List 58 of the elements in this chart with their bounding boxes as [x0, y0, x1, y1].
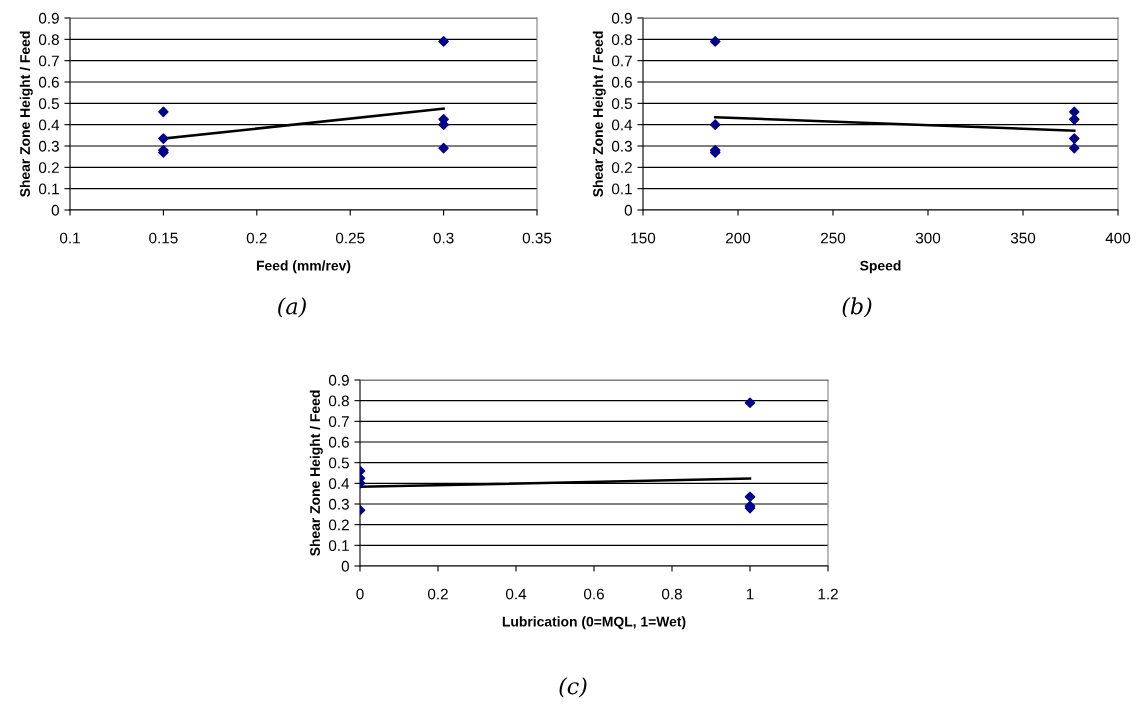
y-tick-label: 0.3: [328, 498, 349, 510]
text: (c): [559, 677, 587, 698]
y-tick-label: 0.6: [38, 76, 59, 88]
x-tick-label: 0.6: [583, 588, 604, 600]
y-tick-label: 0.2: [611, 162, 632, 174]
y-tick-label: 0.8: [611, 34, 632, 46]
y-tick-label: 0.1: [611, 183, 632, 195]
x-axis-title: Lubrication (0=MQL, 1=Wet): [502, 616, 686, 630]
x-tick-label: 250: [821, 232, 846, 244]
x-tick-label: 1: [746, 588, 754, 600]
x-tick-label: 0.35: [522, 232, 552, 244]
x-tick-label: 300: [915, 232, 941, 244]
y-axis-title: Shear Zone Height / Feed: [19, 31, 33, 197]
x-tick-label: 0: [356, 588, 364, 600]
y-tick-label: 0: [341, 560, 349, 572]
text: (a): [278, 297, 306, 318]
x-tick-label: 0.4: [505, 588, 527, 600]
y-tick-label: 0.5: [611, 98, 632, 110]
y-tick-label: 0.4: [328, 478, 350, 490]
y-tick-label: 0.8: [328, 395, 349, 407]
y-tick-label: 0.6: [328, 436, 349, 448]
y-tick-label: 0.2: [328, 519, 349, 531]
x-tick-label: 1.2: [818, 588, 838, 600]
y-tick-label: 0.8: [38, 34, 59, 46]
y-tick-label: 0.4: [611, 119, 633, 131]
y-tick-label: 0.5: [328, 457, 349, 469]
y-tick-label: 0.7: [611, 55, 632, 67]
y-tick-label: 0.9: [611, 12, 632, 24]
x-tick-label: 0.3: [433, 232, 454, 244]
y-tick-label: 0.4: [38, 119, 60, 131]
y-tick-label: 0: [624, 204, 632, 216]
y-tick-label: 0.3: [38, 140, 59, 152]
y-tick-label: 0.2: [38, 162, 59, 174]
y-tick-label: 0.3: [611, 140, 632, 152]
x-tick-label: 0.8: [661, 588, 682, 600]
y-tick-label: 0.6: [611, 76, 632, 88]
y-tick-label: 0.9: [328, 374, 349, 386]
y-tick-label: 0: [51, 204, 59, 216]
x-tick-label: 350: [1010, 232, 1036, 244]
x-axis-title: Speed: [860, 260, 901, 274]
x-tick-label: 0.1: [59, 232, 80, 244]
y-tick-label: 0.7: [38, 55, 59, 67]
x-tick-label: 400: [1105, 232, 1131, 244]
y-tick-label: 0.5: [38, 98, 59, 110]
y-tick-label: 0.1: [38, 183, 59, 195]
y-axis-title: Shear Zone Height / Feed: [592, 31, 606, 197]
y-tick-label: 0.1: [328, 540, 349, 552]
text: (b): [842, 297, 872, 318]
x-tick-label: 200: [726, 232, 751, 244]
x-tick-label: 150: [631, 232, 656, 244]
x-tick-label: 0.25: [335, 232, 365, 244]
x-tick-label: 0.2: [246, 232, 267, 244]
x-axis-title: Feed (mm/rev): [256, 260, 351, 274]
x-tick-label: 0.2: [427, 588, 448, 600]
y-tick-label: 0.7: [328, 416, 349, 428]
x-tick-label: 0.15: [149, 232, 178, 244]
y-tick-label: 0.9: [38, 12, 59, 24]
y-axis-title: Shear Zone Height / Feed: [309, 390, 323, 556]
